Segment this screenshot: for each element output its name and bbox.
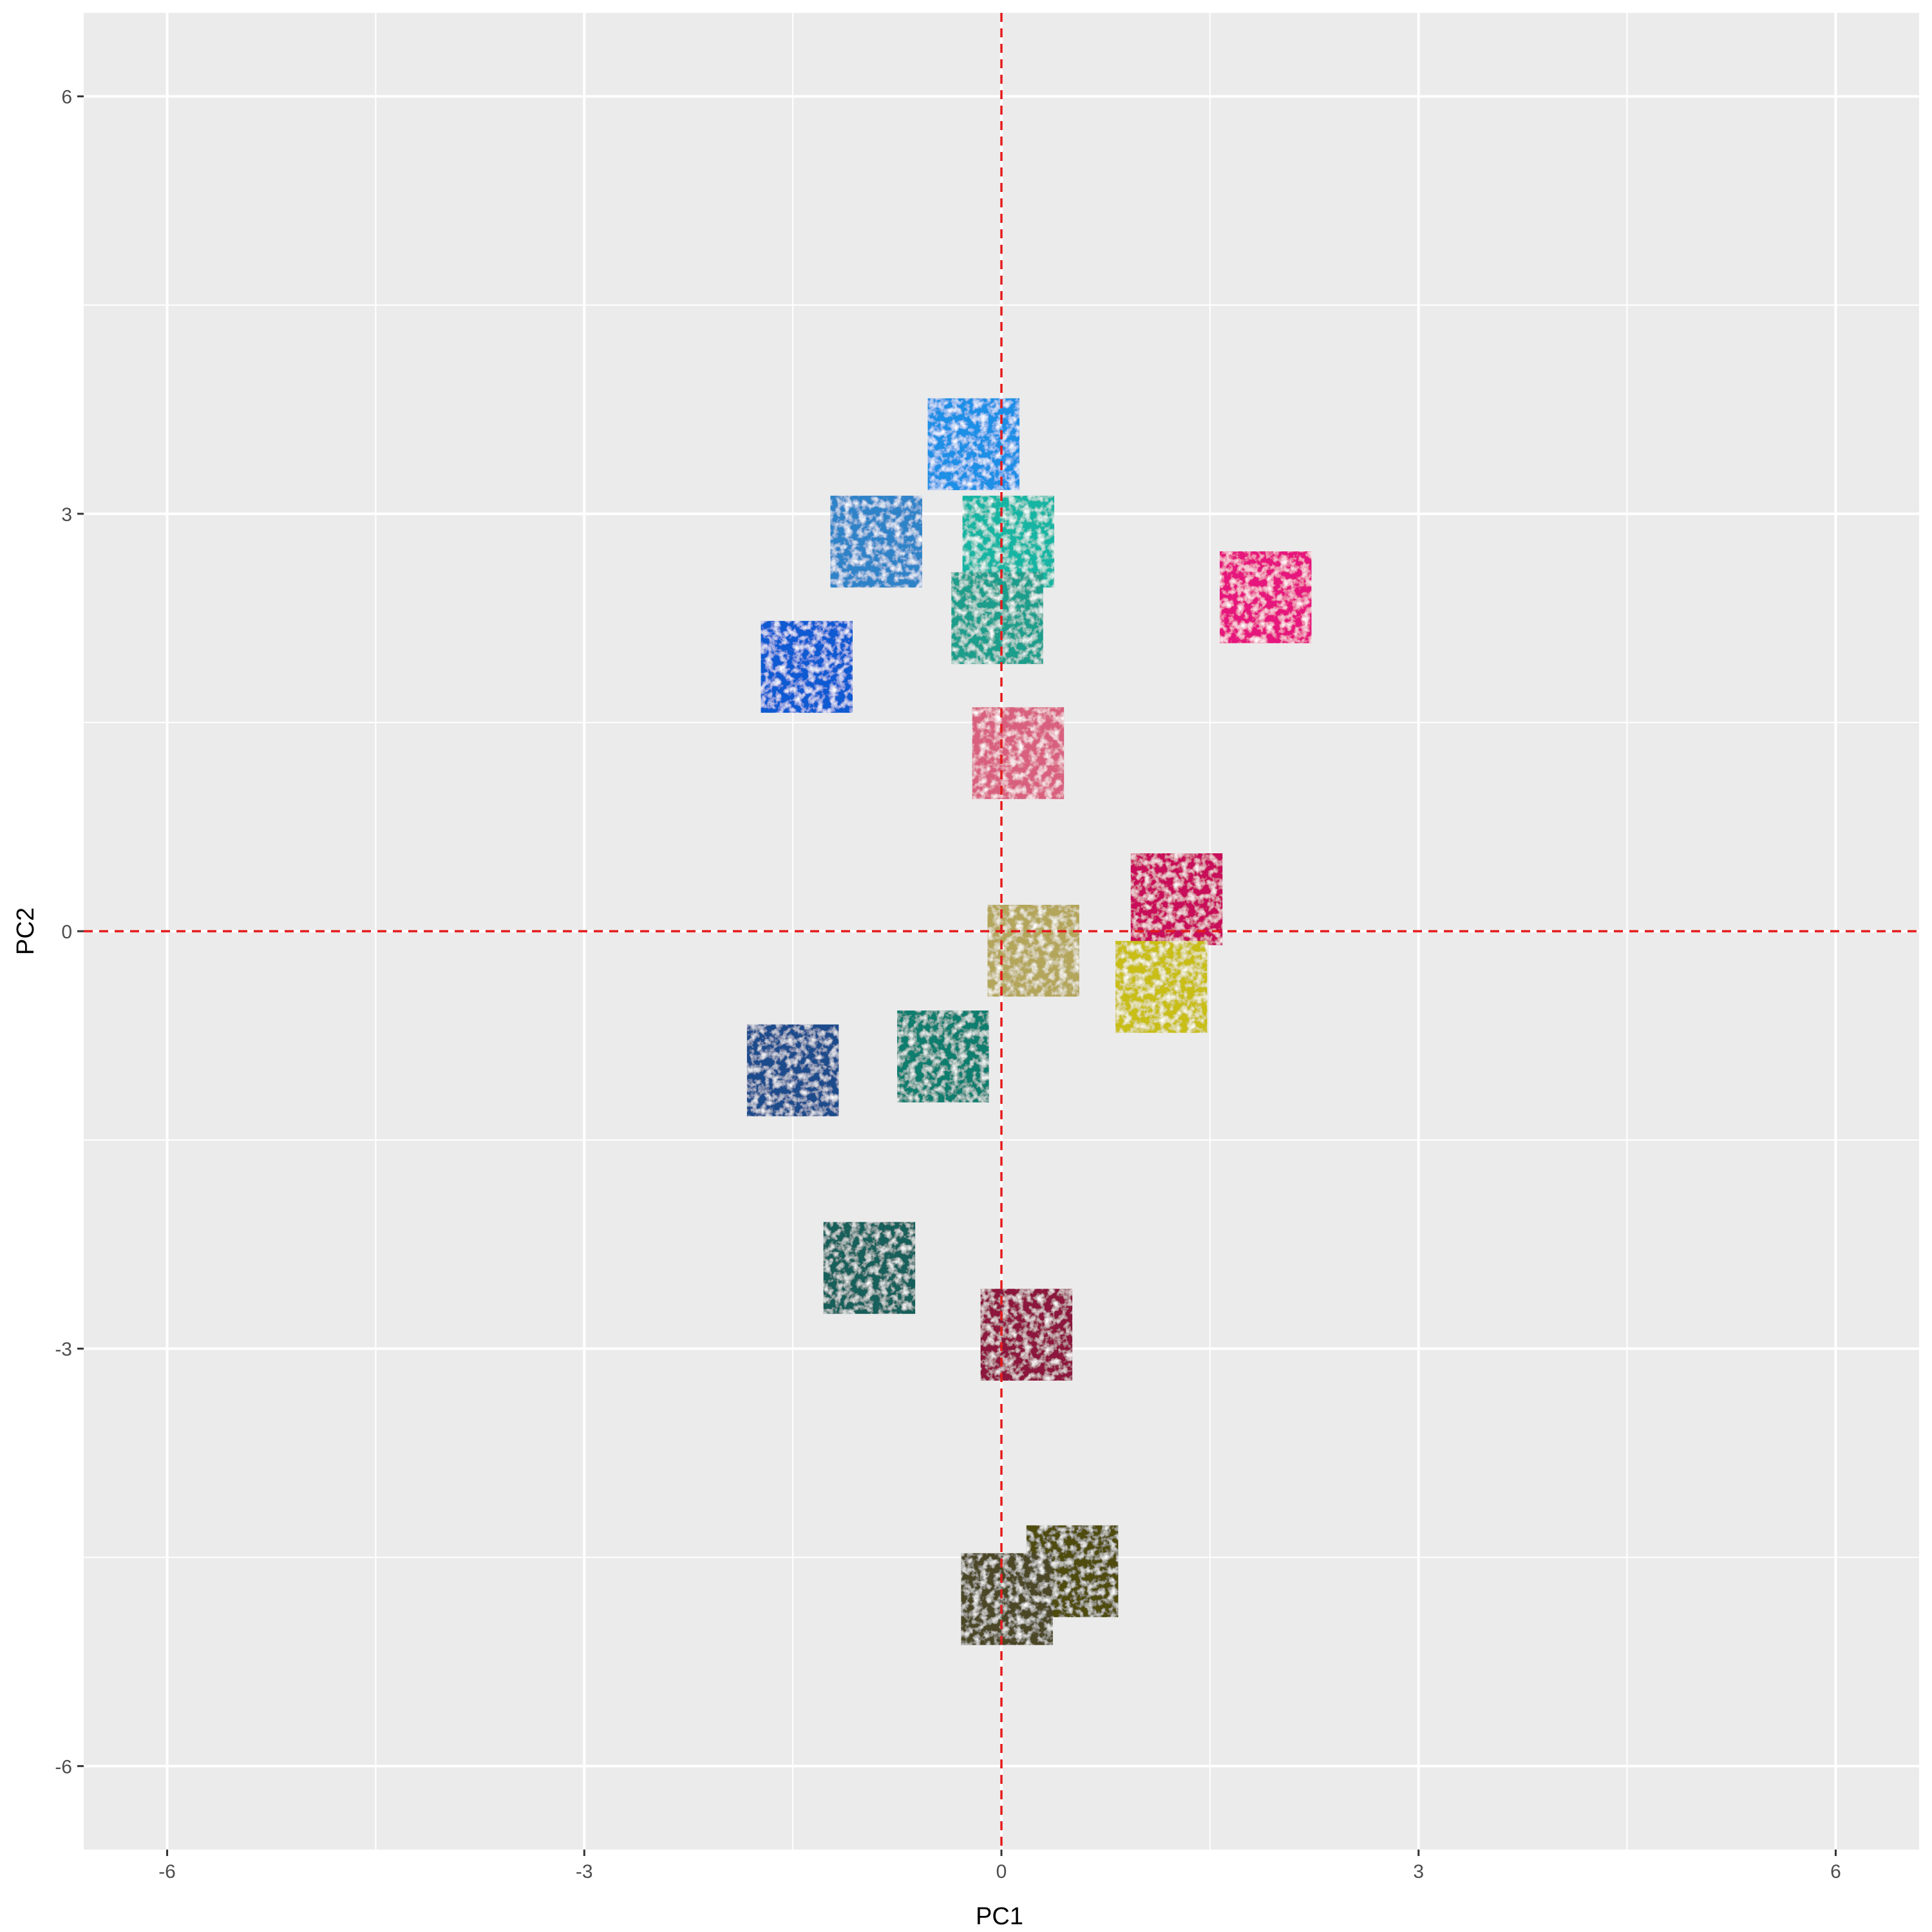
y-tick-label: 6 [61, 87, 72, 108]
data-point-11 [897, 1010, 989, 1103]
data-point-1 [927, 398, 1020, 491]
y-axis-title: PC2 [12, 907, 39, 955]
reference-lines [84, 13, 1919, 1850]
axis-ticks [77, 95, 1837, 1856]
y-tick-labels: -6 -3 0 3 6 [55, 87, 72, 1778]
data-points [746, 398, 1312, 1645]
y-tick-label: -6 [55, 1756, 72, 1777]
x-tick-labels: -6 -3 0 3 6 [158, 1861, 1841, 1882]
data-point-9 [987, 904, 1079, 997]
data-point-10 [1115, 941, 1208, 1033]
x-tick-label: 6 [1830, 1861, 1841, 1882]
data-point-4 [1219, 551, 1312, 643]
y-tick-label: 3 [61, 504, 72, 526]
x-tick-label: 3 [1413, 1861, 1424, 1882]
x-axis-title: PC1 [976, 1903, 1023, 1930]
data-point-6 [761, 621, 853, 713]
data-point-16 [961, 1553, 1053, 1645]
y-tick-label: 0 [61, 922, 72, 943]
x-tick-label: -3 [576, 1861, 593, 1882]
x-tick-label: 0 [996, 1861, 1007, 1882]
data-point-12 [746, 1024, 839, 1117]
data-point-13 [823, 1222, 916, 1314]
data-point-2 [830, 495, 922, 588]
data-point-7 [972, 707, 1065, 799]
data-point-14 [980, 1289, 1073, 1381]
data-point-8 [1130, 853, 1223, 945]
y-tick-label: -3 [55, 1339, 72, 1360]
data-point-5 [951, 572, 1043, 665]
x-tick-label: -6 [158, 1861, 176, 1882]
